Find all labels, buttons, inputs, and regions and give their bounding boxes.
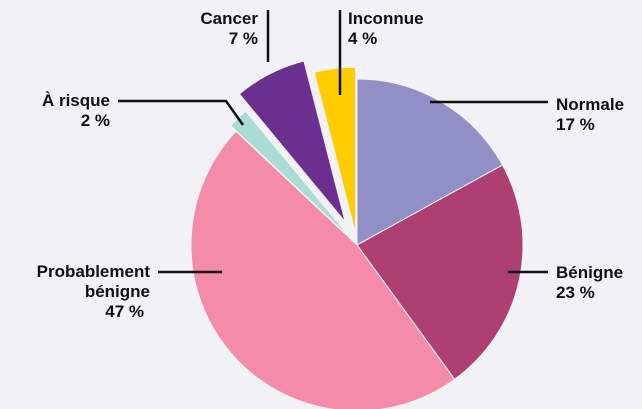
slice-label: À risque 2 % — [0, 91, 110, 131]
category-name: Inconnue — [348, 9, 424, 28]
slice-label: Probablement bénigne 47 % — [0, 262, 150, 322]
category-name: Probablement bénigne — [36, 262, 150, 301]
pie-slice — [313, 66, 356, 234]
value-label: 17 % — [556, 115, 595, 134]
slice-label: Cancer 7 % — [150, 9, 258, 49]
pie-slice — [356, 164, 524, 380]
value-label: 4 % — [348, 29, 378, 48]
pie-slice — [238, 60, 346, 223]
category-name: À risque — [41, 91, 110, 110]
category-name: Normale — [556, 95, 625, 114]
leader-line — [118, 99, 245, 126]
pie-slice — [190, 130, 456, 409]
value-label: 47 % — [105, 302, 144, 321]
slice-label: Normale 17 % — [556, 95, 642, 135]
value-label: 2 % — [80, 111, 110, 130]
value-label: 23 % — [556, 283, 595, 302]
category-name: Cancer — [200, 9, 258, 28]
slice-label: Bénigne 23 % — [556, 263, 642, 303]
value-label: 7 % — [228, 29, 258, 48]
category-name: Bénigne — [556, 263, 624, 282]
slice-label: Inconnue 4 % — [348, 9, 468, 49]
